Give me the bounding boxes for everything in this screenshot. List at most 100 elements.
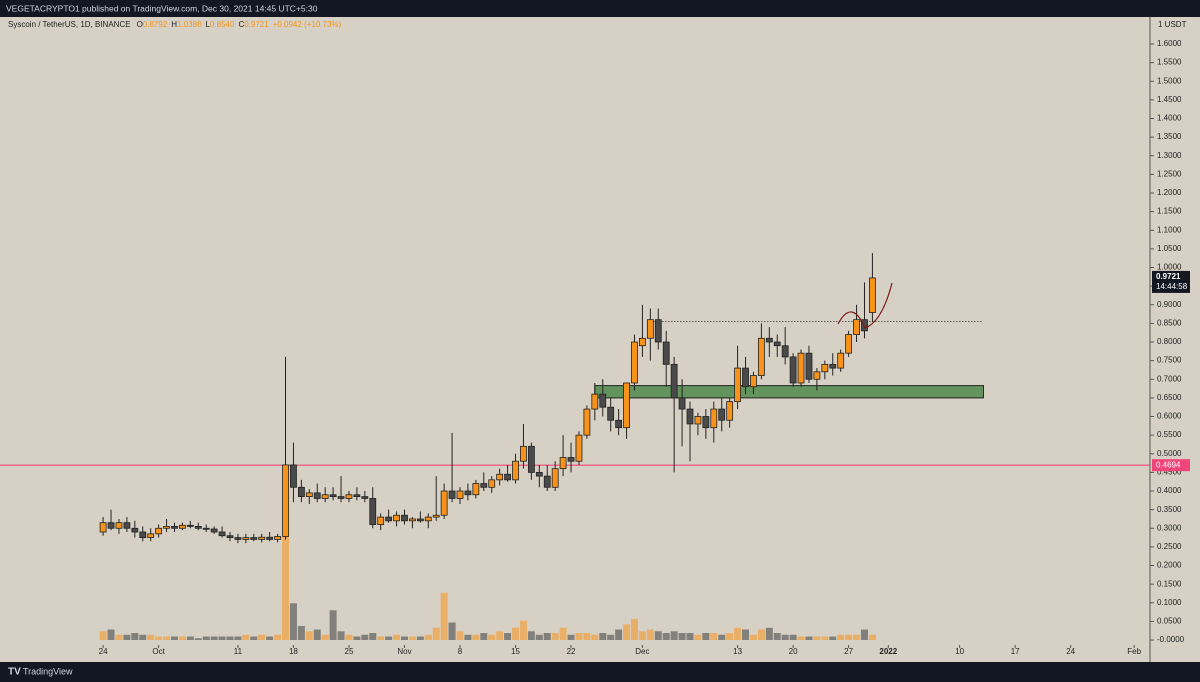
- x-tick-label: 24: [1066, 647, 1075, 656]
- candle-body: [710, 408, 718, 429]
- candle-body: [274, 536, 281, 540]
- volume-bar: [115, 634, 123, 641]
- volume-bar: [551, 633, 559, 641]
- volume-bar: [194, 638, 202, 641]
- volume-bar: [583, 633, 591, 641]
- volume-bar: [496, 631, 504, 641]
- volume-bar: [630, 619, 638, 641]
- volume-bar: [702, 633, 710, 641]
- volume-bar: [797, 636, 805, 641]
- x-tick-label: 2022: [879, 647, 897, 656]
- volume-bar: [480, 633, 488, 641]
- volume-bar: [178, 636, 186, 641]
- volume-bar: [726, 633, 734, 641]
- candle-body: [694, 416, 702, 425]
- volume-bar: [242, 634, 250, 641]
- volume-bar: [321, 634, 329, 641]
- candle-body: [171, 526, 178, 529]
- y-tick-label: 0.4000: [1157, 486, 1182, 495]
- x-tick-label: 15: [511, 647, 520, 656]
- candle-body: [179, 524, 186, 529]
- volume-bar: [147, 634, 155, 641]
- legend-value: 0.8540: [210, 20, 235, 29]
- x-tick-label: 18: [289, 647, 298, 656]
- volume-bar: [504, 633, 512, 641]
- hline-label: 0.4694: [1156, 460, 1181, 469]
- x-tick-label: Feb: [1127, 647, 1141, 656]
- candle-body: [139, 531, 147, 538]
- volume-bar: [837, 634, 845, 641]
- volume-bar: [638, 631, 646, 641]
- volume-bar: [202, 636, 210, 641]
- y-tick-label: 1.1000: [1157, 225, 1182, 234]
- volume-bar: [329, 610, 337, 641]
- candle-body: [440, 490, 448, 516]
- candle-body: [742, 367, 749, 388]
- volume-bar: [250, 636, 258, 641]
- volume-bar: [527, 631, 535, 641]
- volume-bar: [535, 634, 543, 641]
- volume-bar: [210, 636, 218, 641]
- candle-body: [757, 337, 765, 376]
- bottom-bar: [0, 662, 1200, 682]
- volume-bar: [266, 636, 274, 641]
- candle-body: [377, 516, 385, 525]
- volume-bar: [742, 629, 750, 641]
- candle-body: [591, 393, 599, 410]
- volume-bar: [615, 629, 623, 641]
- y-tick-label: 0.3500: [1157, 505, 1182, 514]
- x-tick-label: Nov: [397, 647, 411, 656]
- x-tick-label: 11: [234, 647, 243, 656]
- y-tick-label: 1.2500: [1157, 169, 1182, 178]
- volume-bar: [155, 636, 163, 641]
- volume-bar: [757, 629, 765, 641]
- candle-body: [147, 533, 155, 538]
- volume-bar: [186, 636, 194, 641]
- y-tick-label: 0.5000: [1157, 449, 1182, 458]
- y-tick-label: 0.2500: [1157, 542, 1182, 551]
- candle-body: [631, 341, 638, 384]
- candle-body: [599, 393, 607, 408]
- volume-bar: [543, 633, 551, 641]
- chart-area: [0, 17, 1200, 662]
- candle-body: [654, 319, 662, 343]
- volume-bar: [654, 631, 662, 641]
- volume-bar: [361, 634, 369, 641]
- y-tick-label: 0.3000: [1157, 523, 1182, 532]
- volume-bar: [345, 634, 353, 641]
- volume-bar: [432, 627, 440, 641]
- candle-body: [765, 337, 773, 343]
- volume-bar: [385, 636, 393, 641]
- volume-bar: [377, 636, 385, 641]
- top-bar: [0, 0, 1200, 17]
- publisher: VEGETACRYPTO1 published on TradingView.c…: [6, 3, 318, 13]
- candle-body: [432, 514, 440, 518]
- candle-body: [282, 464, 289, 537]
- candle-body: [313, 492, 321, 499]
- volume-bar: [313, 629, 321, 641]
- candle-body: [686, 408, 694, 425]
- candle-body: [401, 514, 408, 522]
- volume-bar: [845, 634, 853, 641]
- volume-bar: [393, 634, 401, 641]
- y-tick-label: 0.7000: [1157, 374, 1182, 383]
- volume-bar: [607, 634, 615, 641]
- candle-body: [163, 526, 170, 529]
- y-tick-label: 1.0500: [1157, 244, 1182, 253]
- volume-bar: [512, 627, 520, 641]
- x-tick-label: Oct: [152, 647, 165, 656]
- y-tick-label: 0.9000: [1157, 300, 1182, 309]
- y-tick-label: 1.3000: [1157, 151, 1182, 160]
- y-tick-label: 0.6000: [1157, 412, 1182, 421]
- x-tick-label: 27: [844, 647, 853, 656]
- candle-body: [837, 352, 845, 369]
- volume-bar: [860, 629, 868, 641]
- candle-body: [789, 356, 797, 384]
- y-tick-label: 1.0000: [1157, 263, 1182, 272]
- currency: 1 USDT: [1158, 20, 1187, 29]
- y-tick-label: 0.4500: [1157, 468, 1182, 477]
- y-tick-label: 1.5500: [1157, 58, 1182, 67]
- drawn-arc: [837, 282, 893, 329]
- volume-bar: [258, 634, 266, 641]
- y-tick-label: 0.1500: [1157, 579, 1182, 588]
